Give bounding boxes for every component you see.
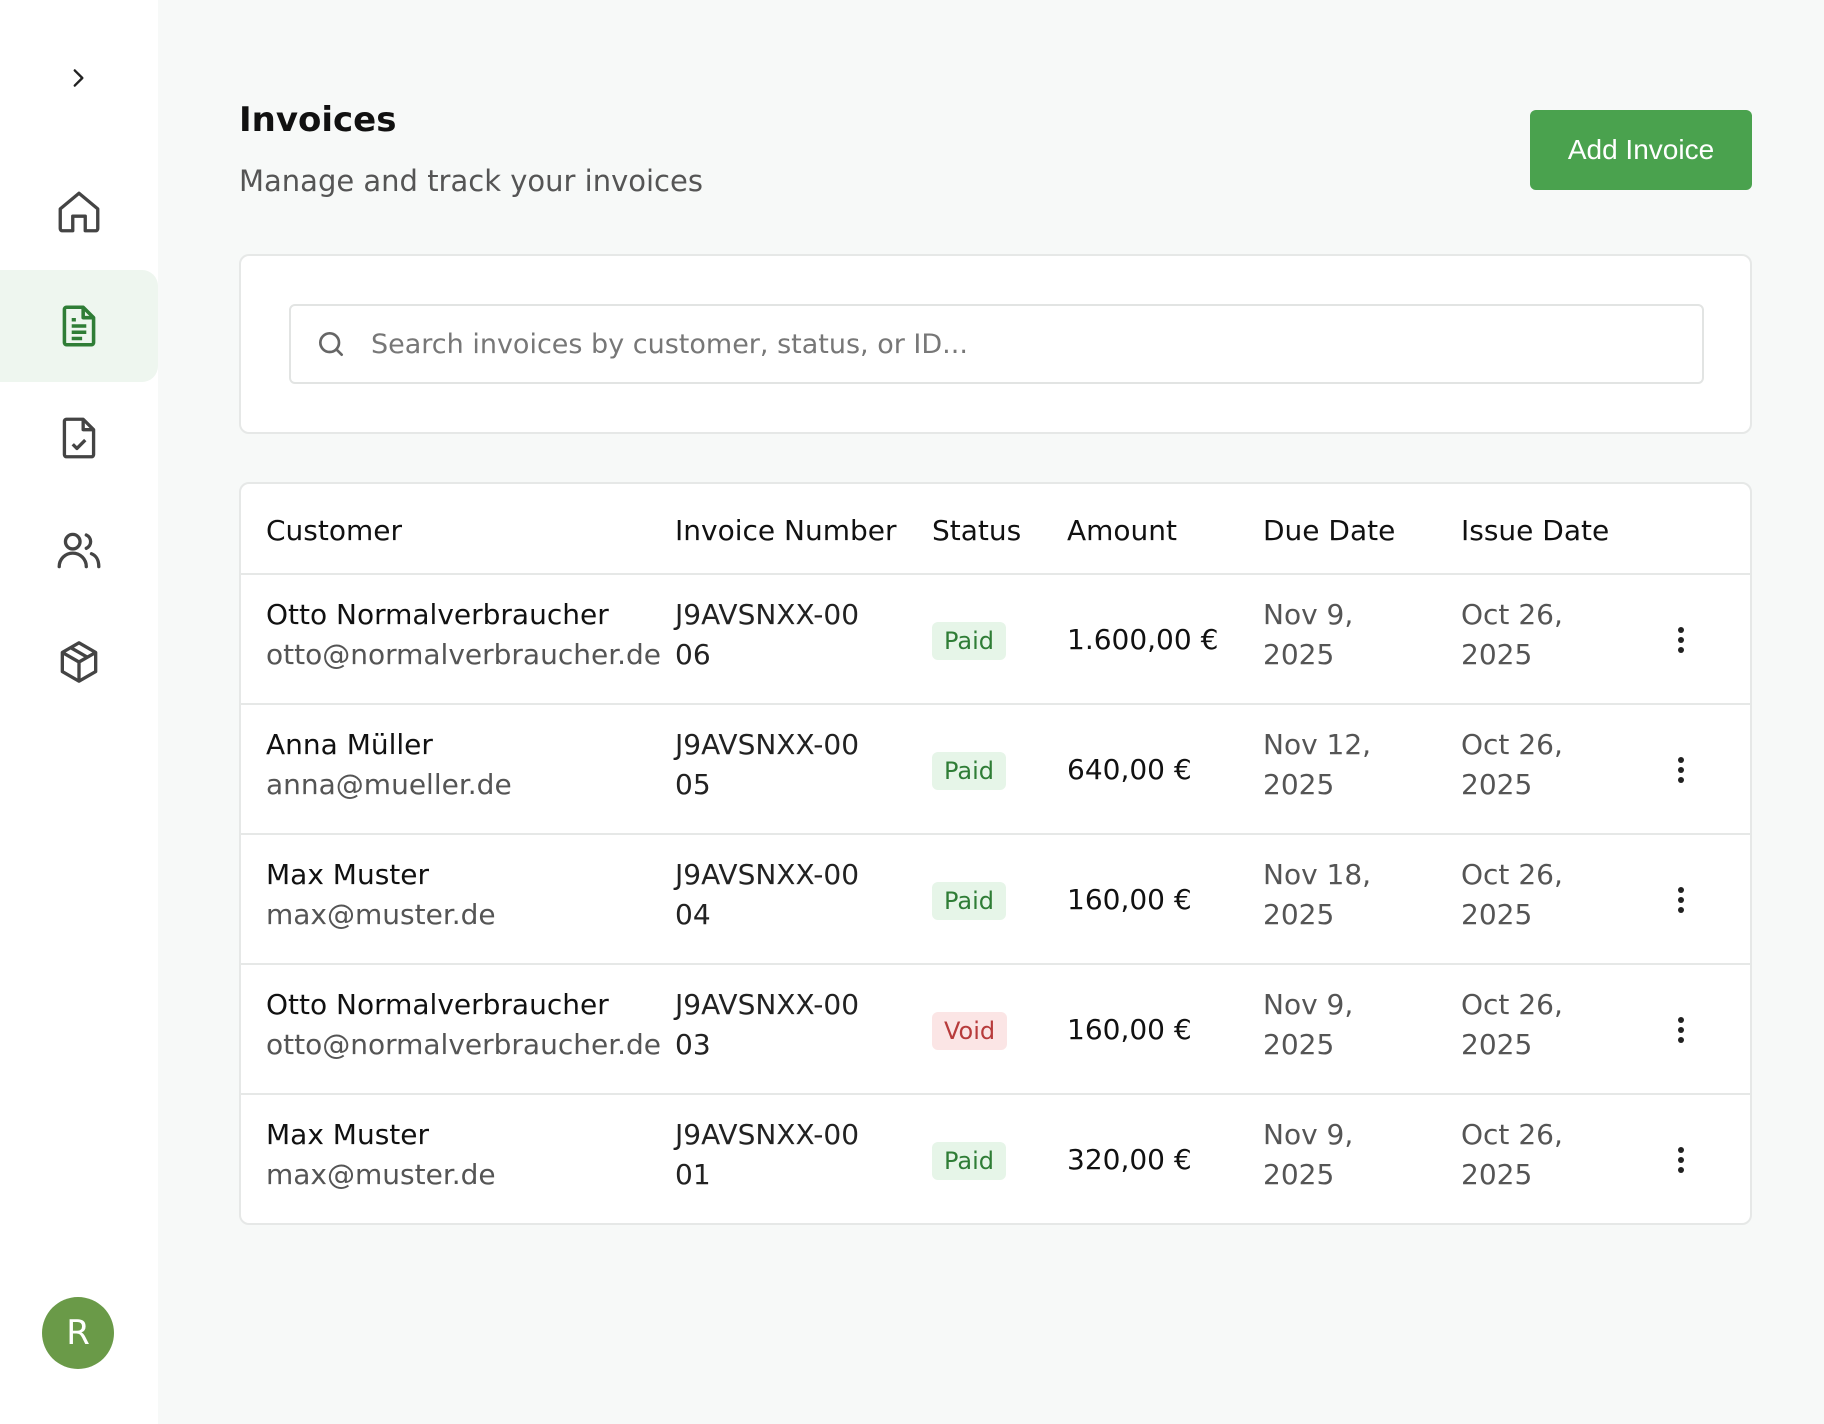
row-actions-button[interactable] [1661,1010,1701,1050]
row-actions-button[interactable] [1661,750,1701,790]
status-badge: Paid [932,622,1007,660]
due-date: Nov 9, 2025 [1263,1118,1354,1191]
customer-email: otto@normalverbraucher.de [266,638,662,671]
sidebar-item-products[interactable] [0,606,158,718]
invoice-number: J9AVSNXX-0004 [675,858,860,931]
invoice-amount: 640,00 € [1067,753,1192,786]
column-header-invoice-number[interactable]: Invoice Number [675,514,897,547]
customer-email: otto@normalverbraucher.de [266,1028,662,1061]
chevron-right-icon [73,69,84,87]
sidebar-item-quotes[interactable] [0,382,158,494]
column-header-issue-date[interactable]: Issue Date [1461,514,1610,547]
search-box[interactable] [289,304,1704,384]
invoice-number: J9AVSNXX-0001 [675,1118,860,1191]
search-card [239,254,1752,434]
issue-date: Oct 26, 2025 [1461,1118,1563,1191]
box-icon [60,641,98,683]
sidebar-item-customers[interactable] [0,494,158,606]
customer-name: Max Muster [266,1118,429,1151]
more-vertical-icon [1678,757,1684,783]
avatar-initial: R [66,1313,90,1353]
file-check-icon [62,417,96,459]
status-badge: Paid [932,752,1007,790]
customer-email: anna@mueller.de [266,768,512,801]
issue-date: Oct 26, 2025 [1461,598,1563,671]
column-header-customer[interactable]: Customer [266,514,403,547]
avatar[interactable]: R [42,1297,114,1369]
invoice-number: J9AVSNXX-0005 [675,728,860,801]
table-row[interactable]: Otto Normalverbraucher otto@normalverbra… [241,965,1750,1095]
add-invoice-button[interactable]: Add Invoice [1530,110,1752,190]
search-icon [319,332,343,356]
sidebar-item-invoices[interactable] [0,270,158,382]
due-date: Nov 9, 2025 [1263,988,1354,1061]
page-title: Invoices [239,100,397,140]
customer-name: Max Muster [266,858,429,891]
main-content: Invoices Manage and track your invoices … [158,0,1824,1424]
row-actions-button[interactable] [1661,880,1701,920]
customer-name: Anna Müller [266,728,433,761]
status-badge: Paid [932,882,1007,920]
sidebar: R [0,0,158,1424]
customer-name: Otto Normalverbraucher [266,988,609,1021]
issue-date: Oct 26, 2025 [1461,858,1563,931]
table-row[interactable]: Max Muster max@muster.de J9AVSNXX-0001 P… [241,1095,1750,1223]
status-badge: Paid [932,1142,1007,1180]
row-actions-button[interactable] [1661,620,1701,660]
table-row[interactable]: Anna Müller anna@mueller.de J9AVSNXX-000… [241,705,1750,835]
invoice-amount: 160,00 € [1067,883,1192,916]
column-header-due-date[interactable]: Due Date [1263,514,1396,547]
issue-date: Oct 26, 2025 [1461,728,1563,801]
customer-email: max@muster.de [266,898,496,931]
search-input[interactable] [371,328,1671,360]
due-date: Nov 12, 2025 [1263,728,1372,801]
users-icon [57,532,101,569]
more-vertical-icon [1678,627,1684,653]
status-badge: Void [932,1012,1008,1050]
more-vertical-icon [1678,887,1684,913]
document-icon [62,305,96,347]
page-subtitle: Manage and track your invoices [239,164,703,198]
table-row[interactable]: Max Muster max@muster.de J9AVSNXX-0004 P… [241,835,1750,965]
table-row[interactable]: Otto Normalverbraucher otto@normalverbra… [241,575,1750,705]
due-date: Nov 9, 2025 [1263,598,1354,671]
sidebar-toggle-button[interactable] [58,58,98,98]
column-header-amount[interactable]: Amount [1067,514,1178,547]
issue-date: Oct 26, 2025 [1461,988,1563,1061]
invoice-number: J9AVSNXX-0003 [675,988,860,1061]
more-vertical-icon [1678,1147,1684,1173]
invoice-amount: 320,00 € [1067,1143,1192,1176]
home-icon [58,191,100,233]
sidebar-item-home[interactable] [0,156,158,268]
due-date: Nov 18, 2025 [1263,858,1372,931]
invoice-amount: 1.600,00 € [1067,623,1219,656]
row-actions-button[interactable] [1661,1140,1701,1180]
invoice-number: J9AVSNXX-0006 [675,598,860,671]
table-header: Customer Invoice Number Status Amount Du… [241,484,1750,575]
invoices-table: Customer Invoice Number Status Amount Du… [239,482,1752,1225]
invoice-amount: 160,00 € [1067,1013,1192,1046]
more-vertical-icon [1678,1017,1684,1043]
column-header-status[interactable]: Status [932,514,1022,547]
customer-name: Otto Normalverbraucher [266,598,609,631]
customer-email: max@muster.de [266,1158,496,1191]
